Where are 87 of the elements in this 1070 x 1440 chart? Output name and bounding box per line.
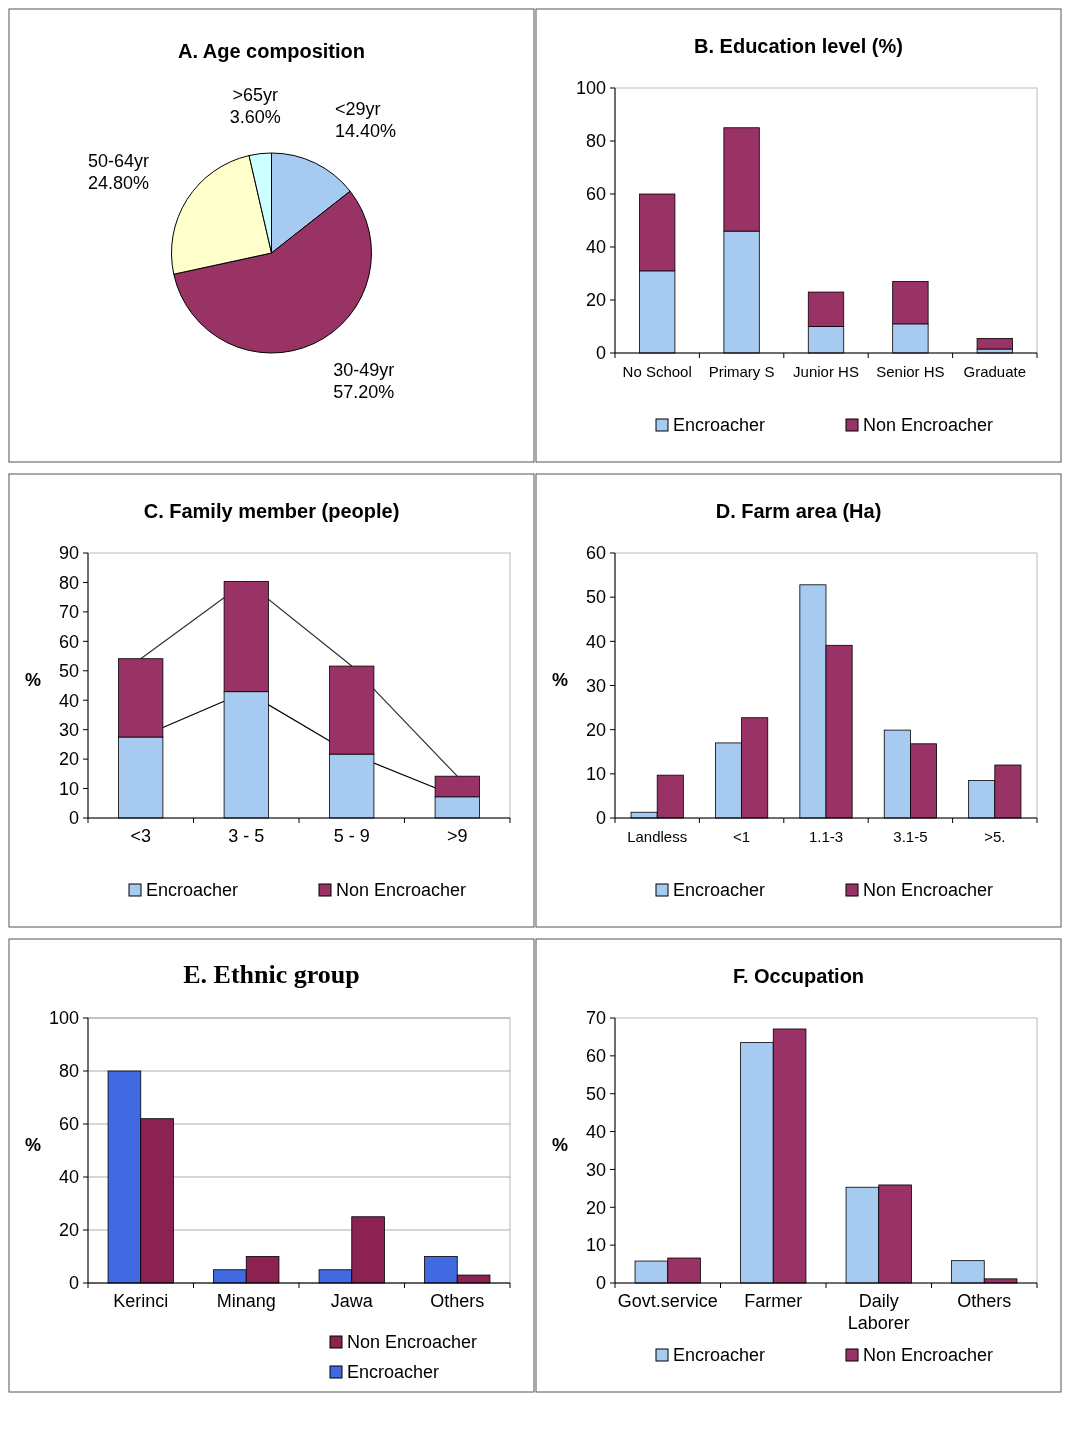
y-tick-label: 40: [585, 1121, 606, 1142]
legend-label: Non Encroacher: [863, 880, 994, 900]
legend-label: Non Encroacher: [863, 415, 994, 435]
y-tick-label: 10: [585, 1235, 606, 1256]
chart-title: D. Farm area (Ha): [715, 500, 882, 522]
y-tick-label: 40: [58, 1167, 79, 1188]
legend-label: Non Encroacher: [347, 1332, 478, 1352]
y-tick-label: 20: [585, 1197, 606, 1218]
legend-label: Encroacher: [673, 880, 766, 900]
legend-label: Non Encroacher: [863, 1345, 994, 1365]
x-tick-label: Farmer: [744, 1291, 803, 1311]
y-tick-label: 60: [585, 1046, 606, 1067]
chart-title: F. Occupation: [732, 965, 865, 987]
y-axis-title: %: [24, 1134, 42, 1155]
y-tick-label: 80: [585, 131, 606, 152]
y-tick-label: 30: [58, 719, 79, 740]
x-tick-label: Kerinci: [113, 1291, 169, 1311]
x-tick-label: 5 - 9: [333, 826, 370, 846]
chart-title: C. Family member (people): [143, 500, 400, 522]
x-tick-label: No School: [622, 363, 692, 380]
y-tick-label: 0: [595, 343, 606, 364]
y-tick-label: 0: [595, 1273, 606, 1294]
y-tick-label: 0: [595, 808, 606, 829]
x-tick-label: Jawa: [330, 1291, 374, 1311]
y-tick-label: 0: [68, 808, 79, 829]
y-tick-label: 60: [585, 543, 606, 564]
slice-label: 30-49yr: [333, 360, 395, 381]
data-label: 24.80%: [88, 173, 150, 194]
y-tick-label: 20: [58, 749, 79, 770]
data-label: 57.20%: [333, 382, 395, 403]
y-tick-label: 60: [585, 184, 606, 205]
y-tick-label: 30: [585, 1159, 606, 1180]
x-tick-label: <1: [733, 828, 751, 845]
y-axis-title: %: [24, 669, 42, 690]
x-tick-label: Minang: [216, 1291, 276, 1311]
x-tick-label: Others: [957, 1291, 1012, 1311]
x-tick-label: >9: [446, 826, 468, 846]
y-axis-title: %: [551, 1134, 569, 1155]
slice-label: <29yr: [334, 98, 381, 119]
y-tick-label: 50: [585, 587, 606, 608]
y-tick-label: 50: [58, 661, 79, 682]
x-tick-label: 1.1-3: [808, 828, 844, 845]
x-tick-label: >5.: [984, 828, 1006, 845]
legend-label: Encroacher: [347, 1362, 440, 1382]
y-tick-label: 60: [58, 631, 79, 652]
y-tick-label: 20: [585, 290, 606, 311]
x-tick-label: Others: [430, 1291, 485, 1311]
y-tick-label: 40: [585, 237, 606, 258]
y-tick-label: 10: [585, 764, 606, 785]
y-tick-label: 30: [585, 675, 606, 696]
x-tick-label: Daily Laborer: [847, 1291, 910, 1333]
x-tick-label: Junior HS: [793, 363, 859, 380]
x-tick-label: Graduate: [963, 363, 1027, 380]
chart-title: B. Education level (%): [694, 35, 903, 57]
x-tick-label: Govt.service: [617, 1291, 718, 1311]
y-tick-label: 70: [58, 602, 79, 623]
data-label: 3.60%: [229, 106, 281, 127]
slice-label: >65yr: [232, 84, 278, 105]
x-tick-label: 3 - 5: [228, 826, 265, 846]
y-axis-title: %: [551, 669, 569, 690]
x-tick-label: Landless: [627, 828, 688, 845]
y-tick-label: 90: [58, 543, 79, 564]
y-tick-label: 100: [575, 78, 606, 99]
y-tick-label: 20: [585, 719, 606, 740]
y-tick-label: 80: [58, 572, 79, 593]
x-tick-label: <3: [130, 826, 152, 846]
legend-label: Non Encroacher: [336, 880, 467, 900]
y-tick-label: 0: [68, 1273, 79, 1294]
slice-label: 50-64yr: [88, 151, 150, 172]
x-tick-label: Senior HS: [876, 363, 945, 380]
x-tick-label: 3.1-5: [893, 828, 928, 845]
legend-label: Encroacher: [146, 880, 239, 900]
y-tick-label: 20: [58, 1220, 79, 1241]
legend-label: Encroacher: [673, 415, 766, 435]
y-tick-label: 40: [58, 690, 79, 711]
y-tick-label: 50: [585, 1084, 606, 1105]
y-tick-label: 100: [48, 1008, 79, 1029]
chart-title: E. Ethnic group: [183, 960, 360, 989]
data-label: 14.40%: [334, 120, 396, 141]
y-tick-label: 80: [58, 1061, 79, 1082]
x-tick-label: Primary S: [708, 363, 775, 380]
chart-title: A. Age composition: [177, 40, 366, 62]
y-tick-label: 10: [58, 778, 79, 799]
legend-label: Encroacher: [673, 1345, 766, 1365]
y-tick-label: 40: [585, 631, 606, 652]
y-tick-label: 70: [585, 1008, 606, 1029]
y-tick-label: 60: [58, 1114, 79, 1135]
